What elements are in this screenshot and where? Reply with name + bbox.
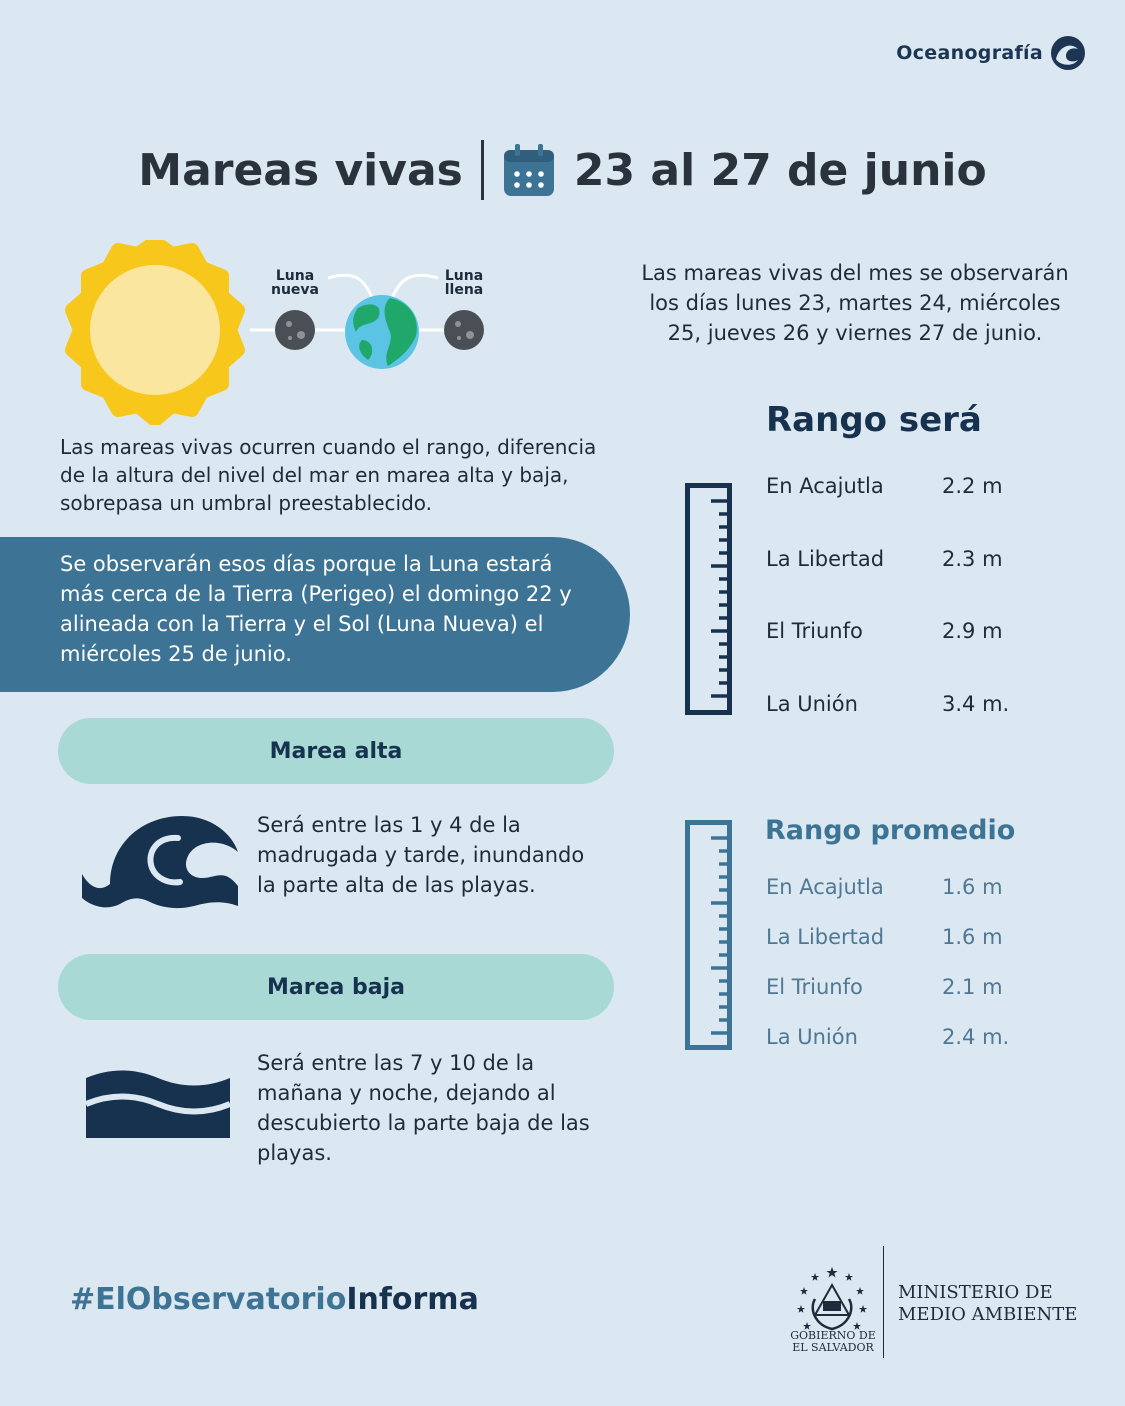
new-moon-icon xyxy=(275,310,315,350)
title-divider xyxy=(480,140,484,200)
range-value: 2.9 m xyxy=(942,619,1003,643)
calendar-icon xyxy=(503,144,554,196)
average-value: 2.4 m. xyxy=(942,1025,1010,1049)
government-label: GOBIERNO DE EL SALVADOR xyxy=(790,1329,876,1354)
wave-circle-icon xyxy=(1051,36,1085,70)
title-row: Mareas vivas 23 al 27 de junio xyxy=(0,140,1125,200)
big-wave-icon xyxy=(82,816,238,909)
average-value: 2.1 m xyxy=(942,975,1003,999)
average-location: La Libertad xyxy=(766,925,885,949)
moon-info-text: Se observarán esos días porque la Luna e… xyxy=(60,552,572,666)
ministry-line-2: MEDIO AMBIENTE xyxy=(898,1304,1078,1325)
average-row: El Triunfo 2.1 m xyxy=(766,975,1066,999)
intro-text: Las mareas vivas ocurren cuando el rango… xyxy=(60,435,597,515)
range-location: En Acajutla xyxy=(766,474,884,498)
full-moon-label: Luna llena xyxy=(444,268,484,298)
range-location: El Triunfo xyxy=(766,619,863,643)
high-tide-header: Marea alta xyxy=(58,718,614,784)
average-value: 1.6 m xyxy=(942,925,1003,949)
range-value: 3.4 m. xyxy=(942,692,1010,716)
brand-label: Oceanografía xyxy=(896,42,1043,64)
low-tide-label: Marea baja xyxy=(267,974,405,1000)
ministry-line-1: MINISTERIO DE xyxy=(898,1282,1053,1303)
range-location: La Libertad xyxy=(766,547,885,571)
high-tide-label: Marea alta xyxy=(269,738,403,764)
average-location: El Triunfo xyxy=(766,975,863,999)
full-moon-icon xyxy=(444,310,484,350)
date-range-title: 23 al 27 de junio xyxy=(573,144,987,196)
hashtag-part2: Informa xyxy=(346,1282,479,1317)
government-seal-icon xyxy=(797,1267,867,1331)
range-value: 2.2 m xyxy=(942,474,1003,498)
average-location: En Acajutla xyxy=(766,875,884,899)
page-title: Mareas vivas xyxy=(138,144,463,196)
low-tide-header: Marea baja xyxy=(58,954,614,1020)
ministry-label: MINISTERIO DE MEDIO AMBIENTE xyxy=(898,1282,1077,1326)
hashtag-part1: #ElObservatorio xyxy=(70,1282,347,1317)
average-row: La Libertad 1.6 m xyxy=(766,925,1066,949)
earth-icon xyxy=(345,295,419,369)
average-row: La Unión 2.4 m. xyxy=(766,1025,1066,1049)
range-row: En Acajutla 2.2 m xyxy=(766,474,1066,498)
range-row: La Unión 3.4 m. xyxy=(766,692,1066,716)
ruler-icon xyxy=(685,483,732,715)
low-tide-text: Será entre las 7 y 10 de la mañana y noc… xyxy=(257,1051,590,1165)
footer-divider xyxy=(883,1246,884,1358)
average-ruler-icon xyxy=(685,820,732,1050)
sun-earth-moon-diagram: Luna nueva Luna llena xyxy=(60,240,500,425)
high-tide-text: Será entre las 1 y 4 de la madrugada y t… xyxy=(257,813,585,897)
brand: Oceanografía xyxy=(896,36,1085,70)
range-title: Rango será xyxy=(766,400,982,440)
hashtag: #ElObservatorioInforma xyxy=(70,1282,479,1317)
average-range-title: Rango promedio xyxy=(765,815,1016,846)
moon-info-panel: Se observarán esos días porque la Luna e… xyxy=(0,537,630,692)
calm-water-icon xyxy=(86,1070,230,1138)
range-row: La Libertad 2.3 m xyxy=(766,547,1066,571)
range-value: 2.3 m xyxy=(942,547,1003,571)
average-value: 1.6 m xyxy=(942,875,1003,899)
range-location: La Unión xyxy=(766,692,858,716)
sun-icon xyxy=(65,240,245,425)
average-location: La Unión xyxy=(766,1025,858,1049)
summary-text: Las mareas vivas del mes se observarán l… xyxy=(641,261,1069,345)
average-row: En Acajutla 1.6 m xyxy=(766,875,1066,899)
new-moon-label: Luna nueva xyxy=(270,268,319,298)
range-row: El Triunfo 2.9 m xyxy=(766,619,1066,643)
